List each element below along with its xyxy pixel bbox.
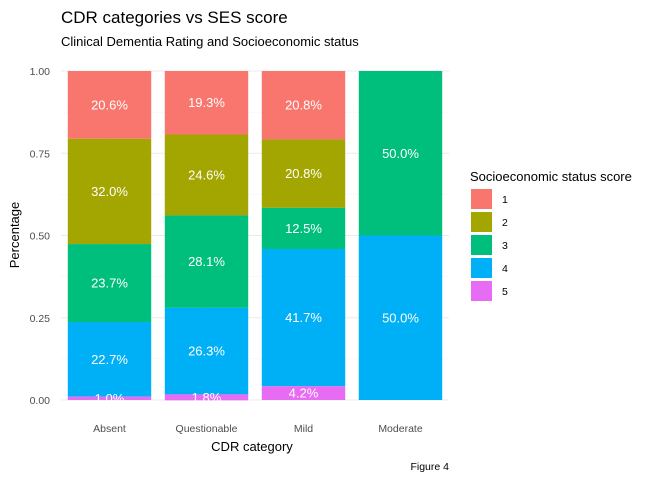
bar-segment-mild-ses-5 [261, 386, 346, 400]
bar-label-questionable-ses-4: 26.3% [188, 344, 225, 359]
legend-label-ses-4: 4 [502, 263, 508, 275]
bar-label-questionable-ses-1: 19.3% [188, 95, 225, 110]
bar-segment-absent-ses-1 [67, 71, 152, 139]
bar-segment-questionable-ses-4 [164, 307, 249, 395]
bar-segment-absent-ses-3 [67, 244, 152, 323]
legend: Socioeconomic status score 1 2 3 4 5 [470, 169, 632, 301]
x-tick-label: Questionable [176, 423, 238, 435]
bar-labels: 20.6% 32.0% 23.7% 22.7% 1.0% 19.3% 24.6% 28.1% 2… [91, 95, 419, 406]
legend-label-ses-1: 1 [502, 194, 508, 206]
x-axis-title: CDR category [211, 439, 293, 454]
bar-label-moderate-ses-4: 50.0% [382, 310, 419, 325]
y-axis-ticks: 0.00 0.25 0.50 0.75 1.00 [30, 66, 51, 407]
bar-label-moderate-ses-3: 50.0% [382, 146, 419, 161]
bar-segment-moderate-ses-4 [358, 235, 443, 400]
bar-label-mild-ses-2: 20.8% [285, 166, 322, 181]
y-tick-label: 0.75 [30, 148, 51, 160]
bar-segment-mild-ses-2 [261, 139, 346, 208]
bar-label-mild-ses-3: 12.5% [285, 221, 322, 236]
bar-label-absent-ses-3: 23.7% [91, 276, 128, 291]
bar-label-mild-ses-4: 41.7% [285, 310, 322, 325]
y-tick-label: 1.00 [30, 66, 51, 78]
legend-label-ses-2: 2 [502, 217, 508, 229]
figure-caption: Figure 4 [410, 461, 449, 473]
bar-label-absent-ses-4: 22.7% [91, 352, 128, 367]
bar-segment-questionable-ses-5 [164, 394, 249, 401]
bar-label-questionable-ses-5: 1.8% [192, 390, 222, 405]
y-tick-label: 0.00 [30, 395, 51, 407]
bar-segment-mild-ses-1 [261, 71, 346, 140]
bar-segment-moderate-ses-3 [358, 71, 443, 236]
legend-swatch-ses-5 [471, 281, 492, 301]
x-tick-label: Mild [294, 423, 313, 435]
bar-segment-mild-ses-3 [261, 207, 346, 249]
bar-label-questionable-ses-3: 28.1% [188, 254, 225, 269]
bar-segment-absent-ses-4 [67, 322, 152, 397]
bar-segment-questionable-ses-3 [164, 215, 249, 308]
legend-items: 1 2 3 4 5 [471, 189, 508, 301]
bars [67, 71, 443, 401]
legend-swatch-ses-3 [471, 235, 492, 255]
bar-label-absent-ses-1: 20.6% [91, 97, 128, 112]
bar-segment-absent-ses-2 [67, 138, 152, 245]
legend-swatch-ses-1 [471, 189, 492, 209]
chart-subtitle: Clinical Dementia Rating and Socioeconom… [61, 34, 359, 49]
y-axis-title: Percentage [7, 202, 22, 269]
bar-segment-mild-ses-4 [261, 248, 346, 387]
x-tick-label: Absent [93, 423, 126, 435]
chart-title: CDR categories vs SES score [61, 8, 288, 27]
y-tick-label: 0.25 [30, 313, 51, 325]
legend-title: Socioeconomic status score [470, 169, 632, 184]
x-axis-ticks: Absent Questionable Mild Moderate [93, 423, 423, 435]
y-tick-label: 0.50 [30, 231, 51, 243]
bar-label-absent-ses-2: 32.0% [91, 184, 128, 199]
legend-label-ses-3: 3 [502, 240, 508, 252]
bar-segment-absent-ses-5 [67, 396, 152, 400]
legend-swatch-ses-4 [471, 258, 492, 278]
bar-label-mild-ses-1: 20.8% [285, 98, 322, 113]
bar-label-questionable-ses-2: 24.6% [188, 167, 225, 182]
bar-segment-questionable-ses-2 [164, 134, 249, 216]
bar-label-mild-ses-5: 4.2% [289, 386, 319, 401]
bar-segment-questionable-ses-1 [164, 71, 249, 135]
legend-label-ses-5: 5 [502, 286, 508, 298]
legend-swatch-ses-2 [471, 212, 492, 232]
bar-label-absent-ses-5: 1.0% [95, 391, 125, 406]
x-tick-label: Moderate [378, 423, 423, 435]
